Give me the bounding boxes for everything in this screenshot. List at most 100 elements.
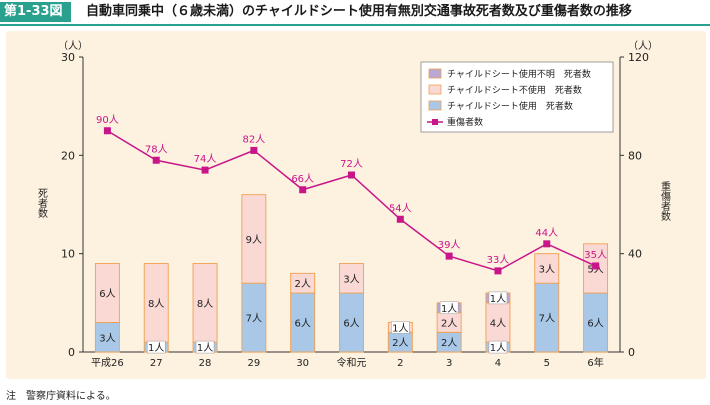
right-tick-label: 40 bbox=[628, 248, 642, 261]
serious-injury-marker bbox=[250, 146, 258, 154]
source-note: 注 警察庁資料による。 bbox=[6, 391, 116, 402]
bar-value-label: 2人 bbox=[294, 278, 310, 290]
serious-injury-label: 44人 bbox=[535, 227, 558, 239]
x-tick-label: 3 bbox=[446, 358, 452, 369]
bar-value-label: 8人 bbox=[148, 298, 164, 310]
bar-label-bg bbox=[146, 340, 166, 354]
bar-value-label: 7人 bbox=[539, 313, 555, 325]
x-tick-label: 2 bbox=[397, 358, 403, 369]
bar-notused bbox=[94, 263, 120, 323]
bar-value-label: 2人 bbox=[392, 337, 408, 349]
x-tick-labels: 平成26 27 28 29 30 令和元 2 3 4 5 6年 bbox=[91, 356, 604, 369]
figure-header: 第1-33図 自動車同乗中（６歳未満）のチャイルドシート使用有無別交通事故死者数… bbox=[0, 0, 710, 26]
bar-notused bbox=[241, 194, 267, 284]
bar-value-label: 9人 bbox=[246, 234, 262, 246]
left-axis-unit: （人） bbox=[58, 40, 88, 52]
x-tick-label: 4 bbox=[495, 358, 501, 369]
bar-used bbox=[94, 322, 120, 353]
serious-injury-line bbox=[107, 130, 596, 272]
x-tick-label: 令和元 bbox=[337, 356, 367, 369]
bar-value-label: 6人 bbox=[587, 318, 603, 330]
serious-injury-marker bbox=[299, 186, 307, 194]
bar-label-bg bbox=[439, 301, 459, 314]
legend-label-serious: 重傷者数 bbox=[447, 116, 483, 128]
bar-notused bbox=[290, 272, 316, 294]
bar-value-label: 3人 bbox=[343, 273, 359, 285]
serious-injury-label: 82人 bbox=[242, 133, 265, 145]
legend-swatch-unknown bbox=[428, 68, 442, 79]
bar-value-label: 6人 bbox=[99, 288, 115, 300]
left-tick-label: 10 bbox=[61, 248, 75, 261]
legend: チャイルドシート使用不明 死者数 チャイルドシート不使用 死者数 チャイルドシー… bbox=[420, 61, 614, 133]
serious-injury-marker bbox=[348, 171, 355, 179]
figure-number: 第1-33図 bbox=[0, 2, 71, 22]
bar-label-bg bbox=[195, 340, 215, 354]
bar-value-label: 1人 bbox=[392, 322, 408, 334]
bar-value-label: 1人 bbox=[490, 293, 506, 305]
header-rule bbox=[0, 24, 710, 26]
bar-value-label: 8人 bbox=[197, 298, 213, 310]
bar-value-label: 3人 bbox=[539, 263, 555, 275]
bar-notused bbox=[485, 302, 511, 343]
bar-value-label: 1人 bbox=[490, 342, 506, 354]
x-tick-label: 28 bbox=[199, 358, 212, 369]
bar-value-label: 4人 bbox=[490, 318, 506, 330]
bar-value-label: 7人 bbox=[246, 313, 262, 325]
right-tick-label: 120 bbox=[628, 51, 649, 64]
bar-label-bg bbox=[488, 291, 508, 305]
bar-notused bbox=[534, 253, 560, 284]
x-tick-label: 30 bbox=[296, 358, 309, 369]
legend-swatch-notused bbox=[428, 84, 442, 95]
right-axis-title: 重傷者数 bbox=[659, 180, 671, 222]
serious-injury-label: 74人 bbox=[194, 153, 217, 165]
serious-injury-label: 54人 bbox=[389, 202, 412, 214]
serious-injury-label: 72人 bbox=[340, 158, 363, 170]
bar-series bbox=[94, 194, 609, 353]
serious-injury-label: 33人 bbox=[487, 254, 510, 266]
bar-used bbox=[290, 292, 316, 353]
line-series: 90人 78人 74人 82人 66人 72人 54人 39人 33人 44人 35人 bbox=[96, 114, 607, 275]
right-tick-labels: 0 40 80 120 bbox=[620, 51, 649, 359]
serious-injury-marker bbox=[396, 215, 404, 223]
serious-injury-marker bbox=[494, 267, 502, 275]
x-tick-label: 6年 bbox=[587, 356, 603, 369]
left-tick-labels: 0 10 20 30 bbox=[61, 51, 83, 359]
serious-injury-label: 35人 bbox=[584, 249, 607, 261]
right-tick-label: 80 bbox=[628, 149, 642, 162]
serious-injury-label: 78人 bbox=[145, 143, 168, 155]
bar-value-label: 1人 bbox=[148, 342, 164, 354]
left-tick-label: 30 bbox=[61, 51, 75, 64]
bar-value-label: 1人 bbox=[441, 303, 457, 315]
left-tick-label: 0 bbox=[68, 346, 75, 359]
left-tick-label: 20 bbox=[61, 149, 75, 162]
left-axis-title: 死者数 bbox=[36, 188, 48, 219]
bar-data-labels: 3人 6人 1人 8人 1人 8人 7人 9人 6人 2人 6人 3人 2人 1人 2人 2人 1人 1人 4人 1人… bbox=[99, 234, 604, 354]
right-tick-label: 0 bbox=[628, 346, 635, 359]
serious-injury-marker bbox=[152, 156, 160, 164]
bar-label-bg bbox=[391, 321, 410, 334]
serious-injury-marker bbox=[592, 262, 600, 270]
bar-notused bbox=[192, 263, 218, 343]
legend-box bbox=[420, 61, 614, 133]
bar-value-label: 3人 bbox=[99, 332, 115, 344]
legend-marker-sample bbox=[432, 119, 438, 125]
x-tick-label: 29 bbox=[247, 358, 260, 369]
serious-injury-marker bbox=[445, 252, 453, 260]
serious-injury-marker bbox=[543, 240, 551, 248]
bar-value-label: 6人 bbox=[294, 318, 310, 330]
x-tick-label: 27 bbox=[150, 358, 163, 369]
bar-label-bg bbox=[488, 340, 508, 354]
legend-label-unknown: チャイルドシート使用不明 死者数 bbox=[447, 68, 591, 80]
serious-injury-marker bbox=[201, 166, 209, 174]
serious-injury-marker bbox=[103, 127, 111, 135]
serious-injury-label: 90人 bbox=[96, 114, 119, 126]
bar-notused bbox=[143, 263, 169, 343]
legend-label-notused: チャイルドシート不使用 死者数 bbox=[447, 84, 582, 96]
bar-used bbox=[241, 282, 267, 353]
legend-swatch-used bbox=[428, 100, 442, 111]
serious-injury-label: 66人 bbox=[291, 173, 314, 185]
bar-value-label: 6人 bbox=[343, 318, 359, 330]
serious-injury-label: 39人 bbox=[438, 239, 461, 251]
x-tick-label: 平成26 bbox=[91, 357, 124, 369]
bar-value-label: 1人 bbox=[197, 342, 213, 354]
